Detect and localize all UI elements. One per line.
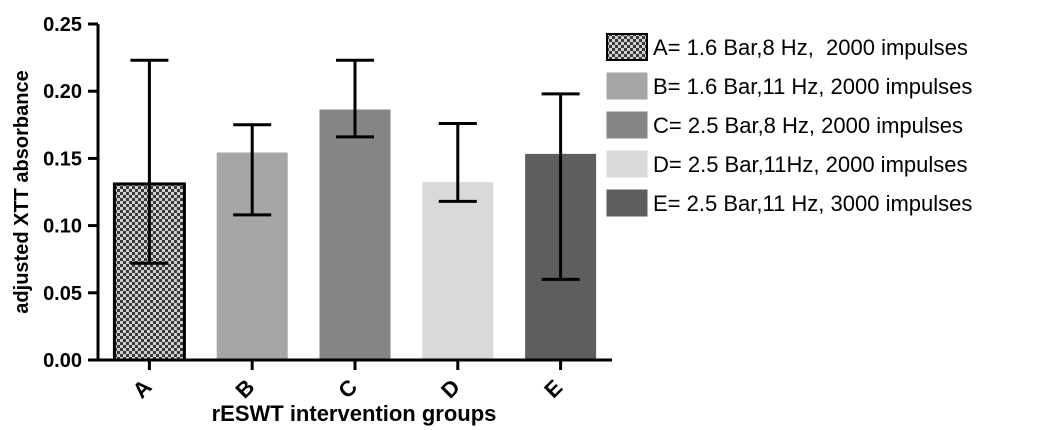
x-tick-label: A: [128, 374, 157, 403]
bars-layer: [112, 109, 597, 362]
x-axis-label: rESWT intervention groups: [212, 401, 497, 426]
legend: A= 1.6 Bar,8 Hz, 2000 impulses B= 1.6 Bar…: [606, 33, 972, 217]
error-bars-layer: [130, 58, 580, 281]
y-axis-label: adjusted XTT absorbance: [11, 70, 33, 313]
x-axis-ticks: A B C D E: [128, 360, 567, 403]
y-axis-ticks: 0.00 0.05 0.10 0.15 0.20 0.25: [43, 14, 98, 372]
legend-swatch: [606, 150, 648, 178]
legend-swatch: [606, 189, 648, 217]
y-tick-label: 0.05: [43, 283, 82, 305]
legend-label: D= 2.5 Bar,11Hz, 2000 impulses: [653, 152, 968, 177]
y-tick-label: 0.15: [43, 148, 82, 170]
y-tick-label: 0.20: [43, 81, 82, 103]
legend-swatch: [606, 33, 648, 61]
legend-label: A= 1.6 Bar,8 Hz, 2000 impulses: [653, 35, 968, 60]
legend-label: C= 2.5 Bar,8 Hz, 2000 impulses: [653, 113, 963, 138]
legend-swatch: [606, 111, 648, 139]
y-tick-label: 0.25: [43, 14, 82, 36]
legend-label: E= 2.5 Bar,11 Hz, 3000 impulses: [653, 191, 972, 216]
legend-label: B= 1.6 Bar,11 Hz, 2000 impulses: [653, 74, 972, 99]
y-tick-label: 0.10: [43, 216, 82, 238]
x-tick-label: B: [230, 374, 259, 403]
x-tick-label: E: [539, 375, 567, 403]
x-tick-label: D: [436, 374, 465, 403]
y-tick-label: 0.00: [43, 350, 82, 372]
bar-c: [319, 109, 391, 361]
bar-d: [422, 182, 494, 361]
x-tick-label: C: [333, 374, 362, 403]
legend-swatch: [606, 72, 648, 100]
